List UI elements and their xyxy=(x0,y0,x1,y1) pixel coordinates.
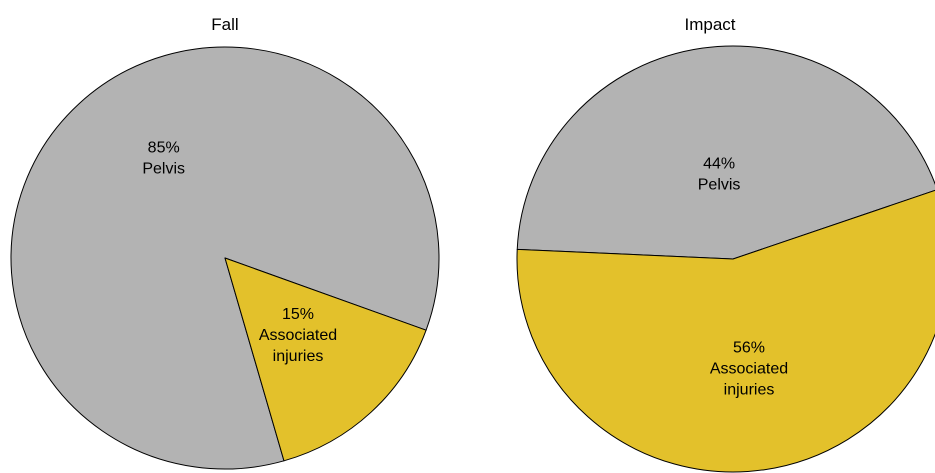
fall-label-pelvis: 85% Pelvis xyxy=(142,140,185,178)
percent-label: 56% xyxy=(733,340,765,357)
impact-slice-associated-injuries xyxy=(516,189,935,473)
fall-label-associated-injuries: 15% Associated injuries xyxy=(259,306,337,365)
fall-slice-pelvis xyxy=(10,46,440,470)
fall-chart-title: Fall xyxy=(211,15,238,34)
fall-slice-associated-injuries xyxy=(224,257,427,462)
impact-label-pelvis: 44% Pelvis xyxy=(698,156,741,194)
impact-chart-title: Impact xyxy=(684,15,735,34)
fall-pie-chart: Fall 15% Associated injuries 85% Pelvis xyxy=(10,15,440,470)
category-label: Pelvis xyxy=(698,177,741,194)
category-label: injuries xyxy=(273,348,324,365)
percent-label: 85% xyxy=(148,140,180,157)
impact-label-associated-injuries: 56% Associated injuries xyxy=(710,340,788,399)
category-label: Pelvis xyxy=(142,161,185,178)
impact-slice-pelvis xyxy=(516,45,935,260)
percent-label: 15% xyxy=(282,306,314,323)
impact-pie-chart: Impact 56% Associated injuries 44% Pelvis xyxy=(516,15,935,473)
percent-label: 44% xyxy=(703,156,735,173)
category-label: Associated xyxy=(710,361,788,378)
category-label: injuries xyxy=(724,382,775,399)
category-label: Associated xyxy=(259,327,337,344)
